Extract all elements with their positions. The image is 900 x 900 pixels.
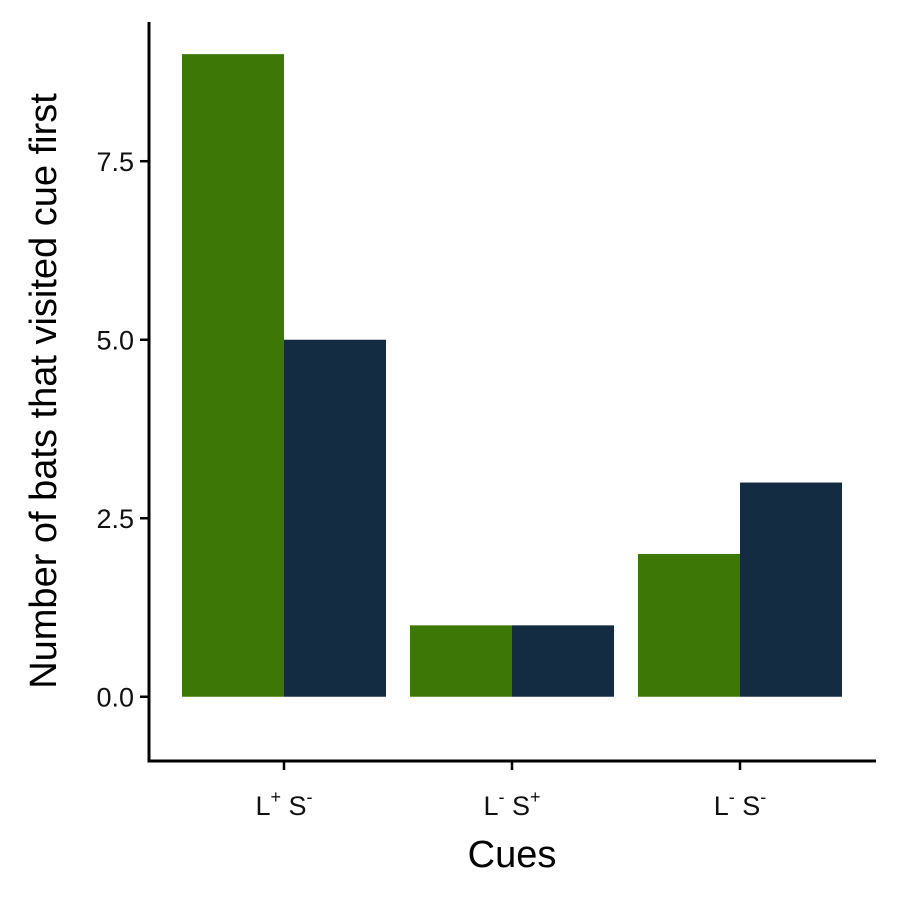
bar-series2-cat3 xyxy=(740,482,842,697)
y-tick-label: 2.5 xyxy=(96,504,134,534)
x-ticks-group: L+ S- L- S+ L- S- xyxy=(255,761,766,821)
y-tick-label: 5.0 xyxy=(96,326,134,356)
bar-series1-cat1 xyxy=(182,54,284,697)
y-tick-label: 7.5 xyxy=(96,147,134,177)
bar-series2-cat2 xyxy=(512,625,614,697)
bar-series2-cat1 xyxy=(284,339,386,697)
y-tick-label: 0.0 xyxy=(96,683,134,713)
y-axis-title: Number of bats that visited cue first xyxy=(23,93,65,689)
x-tick-label: L+ S- xyxy=(255,787,312,821)
x-tick-label: L- S+ xyxy=(483,787,540,821)
bars-group xyxy=(182,54,842,697)
x-axis-title: Cues xyxy=(468,834,557,876)
bar-series1-cat2 xyxy=(410,625,512,697)
bar-series1-cat3 xyxy=(638,553,740,697)
y-ticks-group: 0.0 2.5 5.0 7.5 xyxy=(96,147,149,713)
x-tick-label: L- S- xyxy=(714,787,767,821)
